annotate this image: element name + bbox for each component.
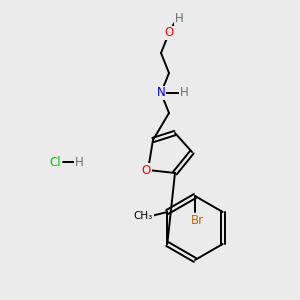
Text: CH₃: CH₃ [134, 211, 153, 221]
Text: H: H [175, 11, 183, 25]
Text: N: N [157, 86, 165, 100]
Text: H: H [180, 86, 188, 100]
Text: Cl: Cl [49, 155, 61, 169]
Text: Br: Br [190, 214, 204, 226]
Text: O: O [141, 164, 151, 176]
Text: O: O [164, 26, 174, 40]
Text: H: H [75, 155, 83, 169]
